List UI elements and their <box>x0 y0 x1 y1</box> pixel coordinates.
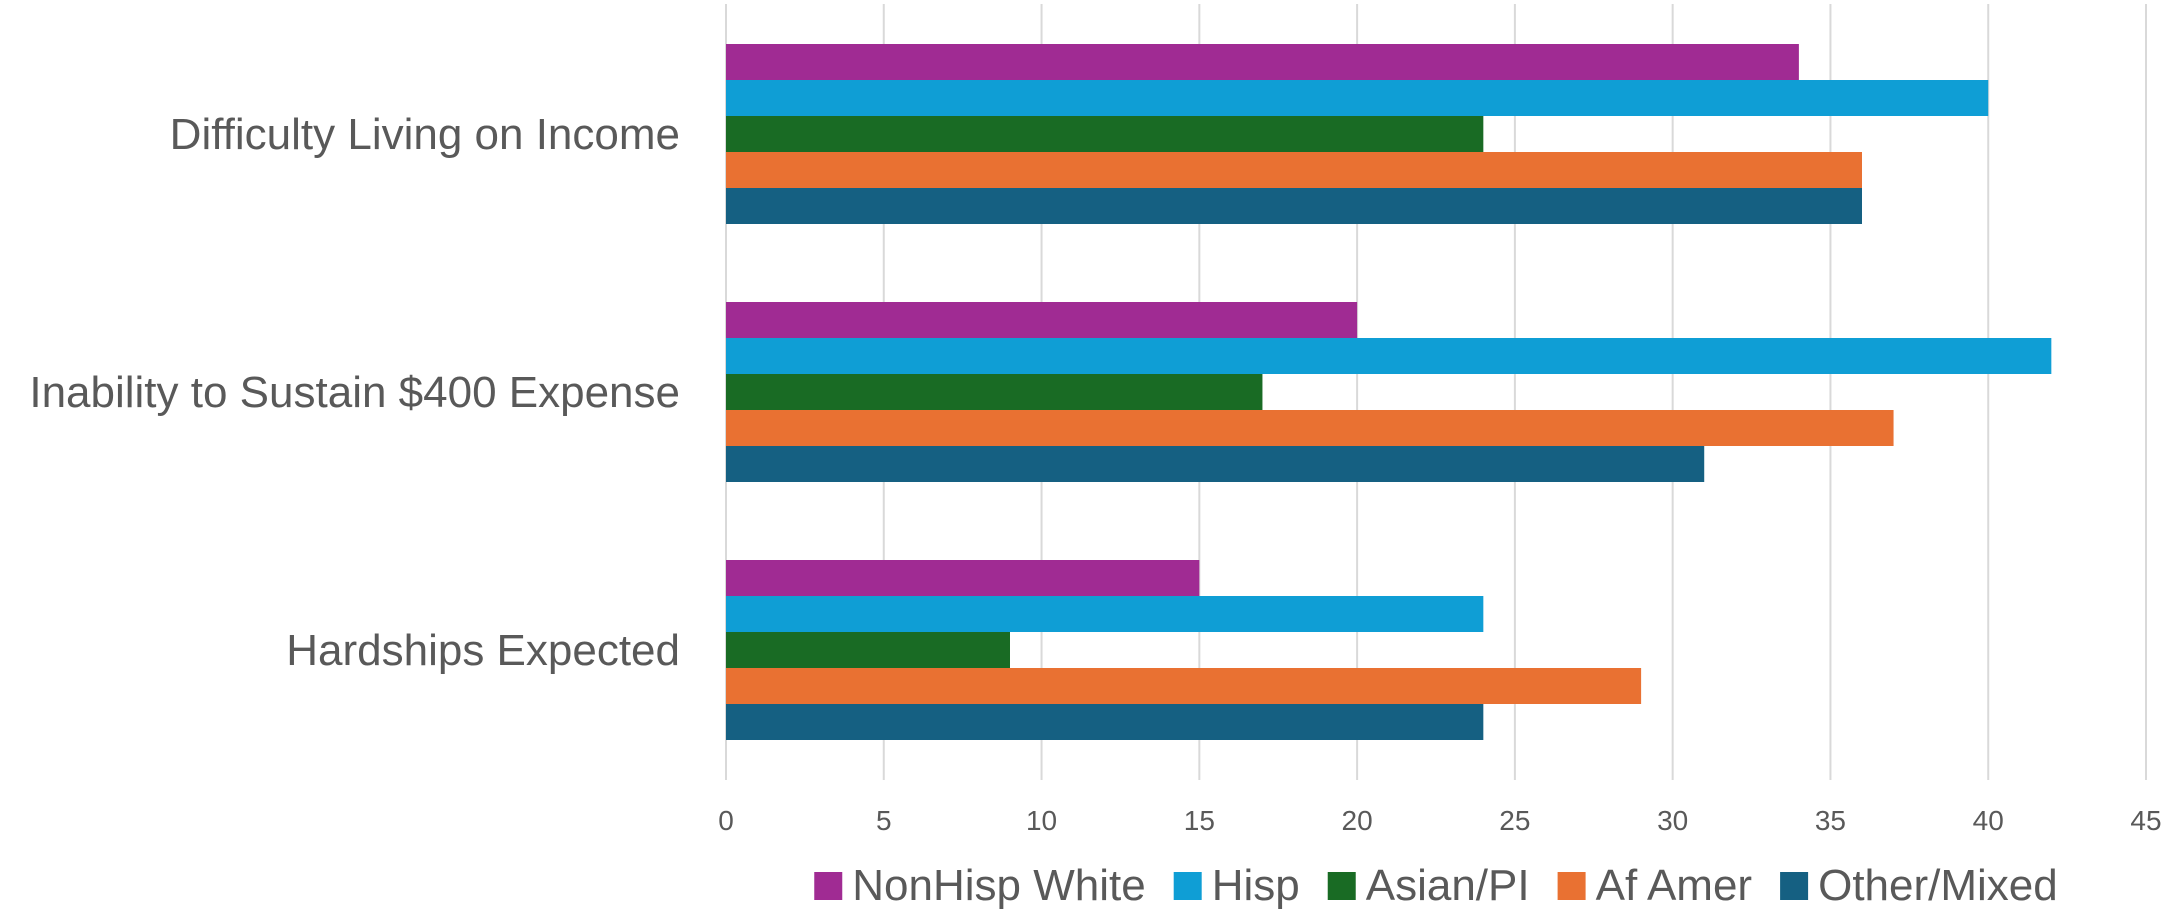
bar <box>726 410 1894 446</box>
x-tick-label: 5 <box>876 805 892 836</box>
legend-item: Other/Mixed <box>1780 861 2058 909</box>
bar <box>726 152 1862 188</box>
category-labels: Difficulty Living on Income Inability to … <box>29 110 680 675</box>
legend-label: Hisp <box>1212 861 1300 909</box>
bar <box>726 560 1200 596</box>
category-label: Difficulty Living on Income <box>170 110 680 159</box>
legend-swatch <box>814 872 843 900</box>
legend-swatch <box>1557 872 1586 900</box>
x-tick-label: 30 <box>1657 805 1688 836</box>
legend-item: NonHisp White <box>814 861 1146 909</box>
x-tick-label: 0 <box>718 805 734 836</box>
x-axis-tick-labels: 0 5 10 15 20 25 30 35 40 45 <box>718 805 2161 836</box>
bar <box>726 596 1484 632</box>
x-tick-label: 10 <box>1026 805 1057 836</box>
x-tick-label: 25 <box>1499 805 1530 836</box>
legend-swatch <box>1780 872 1809 900</box>
x-tick-label: 35 <box>1815 805 1846 836</box>
x-tick-label: 15 <box>1184 805 1215 836</box>
legend-label: Af Amer <box>1596 861 1753 909</box>
legend-swatch <box>1327 872 1356 900</box>
bars <box>726 44 2052 740</box>
x-tick-label: 20 <box>1342 805 1373 836</box>
x-tick-label: 45 <box>2130 805 2161 836</box>
legend-label: Other/Mixed <box>1818 861 2058 909</box>
bar <box>726 668 1642 704</box>
x-tick-label: 40 <box>1973 805 2004 836</box>
legend-swatch <box>1173 872 1202 900</box>
legend-label: NonHisp White <box>852 861 1145 909</box>
category-label: Inability to Sustain $400 Expense <box>29 368 680 417</box>
bar <box>726 374 1263 410</box>
bar <box>726 302 1358 338</box>
category-label: Hardships Expected <box>286 626 680 675</box>
bar <box>726 116 1484 152</box>
bar <box>726 704 1484 740</box>
legend-label: Asian/PI <box>1366 861 1530 909</box>
legend: NonHisp White Hisp Asian/PI Af Amer Other/Mi… <box>814 861 2058 909</box>
legend-item: Af Amer <box>1557 861 1753 909</box>
bar <box>726 80 1989 116</box>
legend-item: Hisp <box>1173 861 1300 909</box>
bar <box>726 338 2052 374</box>
bar <box>726 188 1862 224</box>
legend-item: Asian/PI <box>1327 861 1530 909</box>
bar <box>726 632 1010 668</box>
bar <box>726 44 1799 80</box>
bar <box>726 446 1705 482</box>
